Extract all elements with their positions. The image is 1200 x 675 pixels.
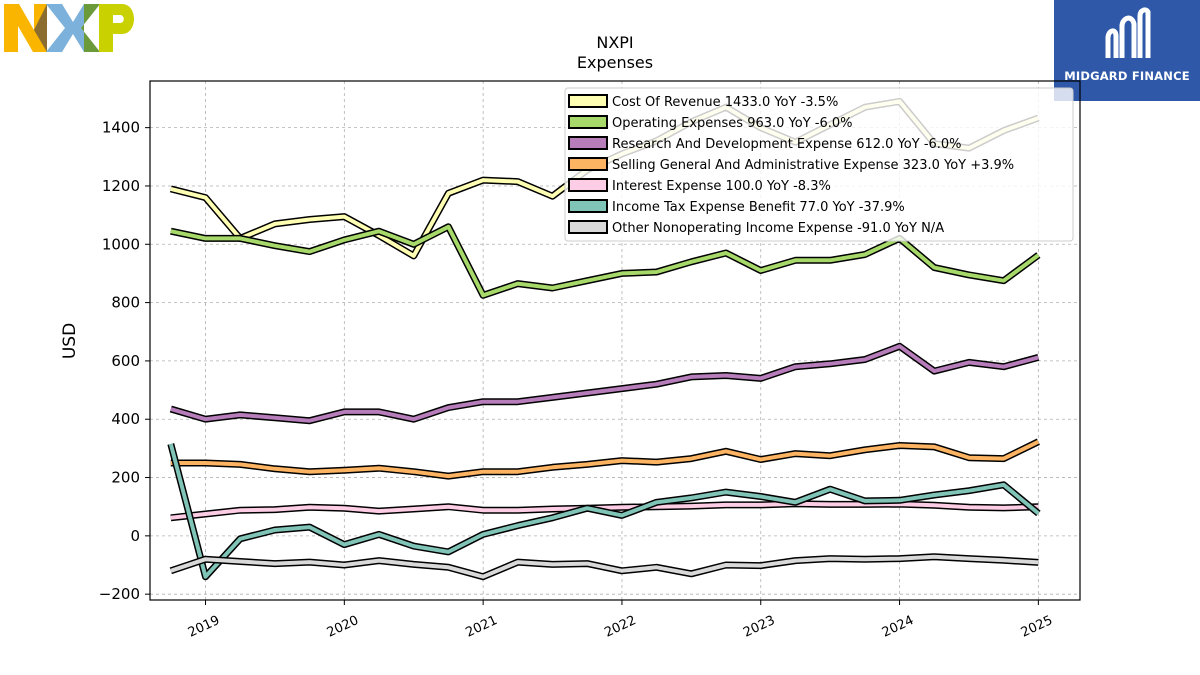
nxp-logo [4, 4, 134, 52]
legend-swatch [568, 199, 608, 213]
series-6 [169, 553, 1039, 581]
series-line-outline [169, 342, 1040, 425]
chart-subtitle: Expenses [577, 53, 653, 72]
nxp-logo-x-shade [81, 4, 100, 52]
nxp-logo-p-shape [99, 4, 134, 52]
y-tick-label: 1400 [102, 119, 140, 137]
y-tick-label: 1000 [102, 235, 140, 253]
series-4 [170, 500, 1039, 522]
x-tick-label: 2023 [741, 613, 777, 641]
legend: Cost Of Revenue 1433.0 YoY -3.5% Operatin… [564, 87, 1074, 242]
y-axis: −200 0 200 400 600 800 1000 1200 1400 [99, 119, 150, 603]
x-axis: 2019 2020 2021 2022 2023 2024 2025 [186, 600, 1055, 641]
legend-label: Other Nonoperating Income Expense -91.0 … [612, 221, 944, 236]
x-tick-label: 2025 [1019, 613, 1055, 641]
legend-label: Research And Development Expense 612.0 Y… [612, 137, 962, 152]
y-tick-label: 0 [130, 527, 140, 545]
legend-swatch [568, 115, 608, 129]
legend-label: Cost Of Revenue 1433.0 YoY -3.5% [612, 95, 838, 110]
series-5 [167, 443, 1041, 581]
x-tick-label: 2024 [880, 613, 916, 641]
legend-swatch [568, 136, 608, 150]
legend-swatch [568, 178, 608, 192]
legend-label: Interest Expense 100.0 YoY -8.3% [612, 179, 831, 194]
midgard-finance-badge: MIDGARD FINANCE [1054, 0, 1200, 101]
y-tick-label: 200 [111, 469, 140, 487]
x-tick-label: 2019 [186, 613, 222, 641]
plot-frame [149, 80, 1081, 601]
series-2 [169, 342, 1040, 425]
x-tick-label: 2021 [463, 613, 499, 641]
emblem-right-stroke [1137, 7, 1151, 58]
series-line [170, 554, 1039, 579]
midgard-emblem-icon [1105, 7, 1151, 58]
midgard-finance-label: MIDGARD FINANCE [1064, 69, 1190, 83]
legend-label: Income Tax Expense Benefit 77.0 YoY -37.… [612, 200, 905, 215]
chart-title: NXPI [596, 33, 633, 52]
series-3 [170, 438, 1040, 480]
y-axis-label: USD [60, 323, 80, 359]
series-line [170, 439, 1040, 479]
legend-swatch [568, 220, 608, 234]
y-tick-label: 800 [111, 294, 140, 312]
legend-swatch [568, 157, 608, 171]
x-tick-label: 2022 [602, 613, 638, 641]
y-tick-label: 1200 [102, 177, 140, 195]
legend-swatch [568, 94, 608, 108]
legend-label: Selling General And Administrative Expen… [612, 158, 1014, 173]
y-tick-label: −200 [99, 585, 140, 603]
series-line [170, 501, 1039, 520]
y-tick-label: 600 [111, 352, 140, 370]
series-line [170, 344, 1039, 423]
nxp-logo-n-shape [4, 4, 47, 52]
legend-box [564, 87, 1074, 242]
series-line [168, 443, 1040, 579]
legend-label: Operating Expenses 963.0 YoY -6.0% [612, 116, 853, 131]
y-tick-label: 400 [111, 410, 140, 428]
emblem-left-stroke [1105, 28, 1119, 58]
emblem-mid-stroke [1119, 15, 1137, 58]
nxp-logo-n-shade [34, 4, 47, 52]
x-tick-label: 2020 [325, 613, 361, 641]
